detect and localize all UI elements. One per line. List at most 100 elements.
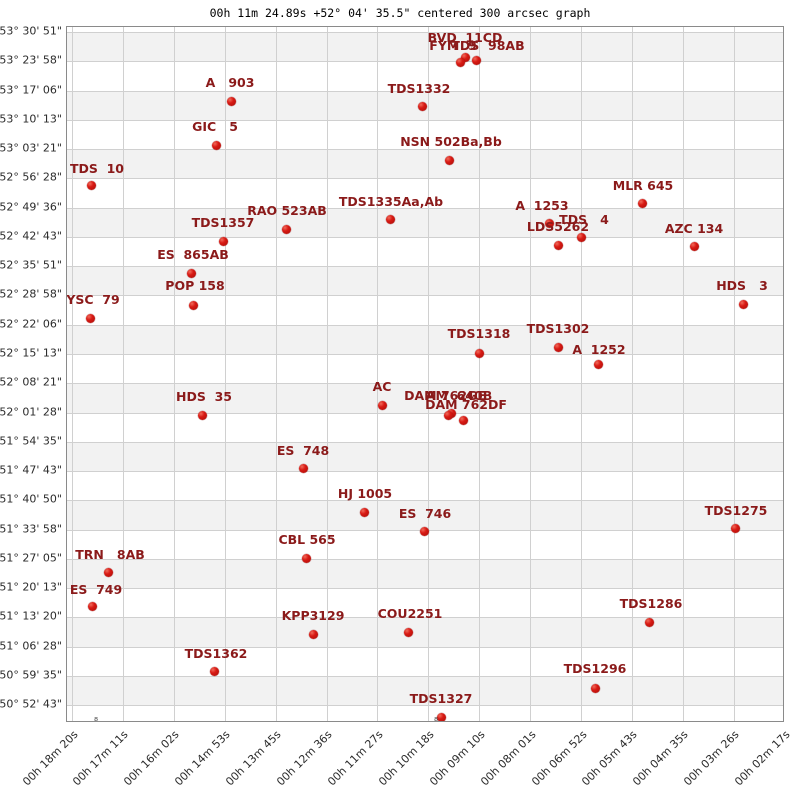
y-axis-tick-label: +50° 59' 35" [0, 668, 62, 682]
data-point[interactable] [197, 410, 207, 420]
shaded-band [67, 266, 783, 296]
shaded-band [67, 500, 783, 530]
data-point[interactable] [281, 224, 291, 234]
gridline-vertical [479, 27, 480, 721]
gridline-horizontal [67, 442, 783, 443]
gridline-horizontal [67, 705, 783, 706]
gridline-horizontal [67, 471, 783, 472]
y-axis-tick-label: +51° 06' 28" [0, 639, 62, 653]
gridline-horizontal [67, 647, 783, 648]
data-point[interactable] [211, 140, 221, 150]
data-point[interactable] [308, 629, 318, 639]
data-point[interactable] [403, 627, 413, 637]
gridline-vertical [632, 27, 633, 721]
data-point[interactable] [576, 232, 586, 242]
data-point[interactable] [87, 601, 97, 611]
y-axis-tick-label: +51° 47' 43" [0, 463, 62, 477]
data-point[interactable] [471, 55, 481, 65]
gridline-vertical [327, 27, 328, 721]
gridline-horizontal [67, 178, 783, 179]
gridline-horizontal [67, 413, 783, 414]
data-point[interactable] [474, 348, 484, 358]
data-point[interactable] [301, 553, 311, 563]
gridline-vertical [581, 27, 582, 721]
data-point-label: A 903 [205, 75, 255, 90]
data-point[interactable] [637, 198, 647, 208]
data-point[interactable] [298, 463, 308, 473]
data-point-label: HJ 1005 [337, 486, 393, 501]
data-point[interactable] [86, 180, 96, 190]
data-point[interactable] [209, 666, 219, 676]
gridline-vertical [683, 27, 684, 721]
data-point[interactable] [455, 57, 465, 67]
data-point[interactable] [590, 683, 600, 693]
data-point[interactable] [738, 299, 748, 309]
data-point-label: ES 865AB [157, 247, 229, 262]
gridline-vertical [276, 27, 277, 721]
y-axis-tick-label: +51° 40' 50" [0, 492, 62, 506]
gridline-vertical [225, 27, 226, 721]
data-point[interactable] [359, 507, 369, 517]
data-point[interactable] [553, 342, 563, 352]
page-title: 00h 11m 24.89s +52° 04' 35.5" centered 3… [209, 6, 591, 20]
data-point[interactable] [553, 240, 563, 250]
shaded-band [67, 149, 783, 179]
gridline-horizontal [67, 500, 783, 501]
data-point[interactable] [385, 214, 395, 224]
data-point[interactable] [186, 268, 196, 278]
y-axis-tick-label: +53° 23' 58" [0, 53, 62, 67]
gridline-horizontal [67, 295, 783, 296]
data-point[interactable] [85, 313, 95, 323]
gridline-horizontal [67, 676, 783, 677]
y-axis-tick-label: +52° 22' 06" [0, 317, 62, 331]
gridline-horizontal [67, 588, 783, 589]
data-point[interactable] [444, 155, 454, 165]
y-axis-tick-label: +53° 10' 13" [0, 112, 62, 126]
data-point[interactable] [103, 567, 113, 577]
data-point[interactable] [417, 101, 427, 111]
gridline-vertical [123, 27, 124, 721]
shaded-band [67, 675, 783, 706]
data-point[interactable] [458, 415, 468, 425]
gridline-horizontal [67, 149, 783, 150]
gridline-horizontal [67, 120, 783, 121]
data-point[interactable] [730, 523, 740, 533]
data-point[interactable] [689, 241, 699, 251]
shaded-band [67, 383, 783, 413]
gridline-horizontal [67, 383, 783, 384]
axis-marker-glyph: ₈ [94, 713, 99, 724]
data-point-label: GIC 5 [192, 119, 238, 134]
data-point[interactable] [644, 617, 654, 627]
gridline-horizontal [67, 91, 783, 92]
gridline-vertical [428, 27, 429, 721]
y-axis-tick-label: +53° 03' 21" [0, 141, 62, 155]
shaded-band [67, 207, 783, 237]
data-point[interactable] [226, 96, 236, 106]
gridline-horizontal [67, 325, 783, 326]
plot-area[interactable]: BVD 11CD FYM 9 TDS 98AB TDS1332 A 903 GIC 5 NS… [66, 26, 784, 722]
gridline-horizontal [67, 354, 783, 355]
data-point[interactable] [443, 410, 453, 420]
gridline-horizontal [67, 237, 783, 238]
data-point-label: MLR 645 [612, 178, 674, 193]
y-axis-tick-label: +52° 35' 51" [0, 258, 62, 272]
data-point[interactable] [188, 300, 198, 310]
gridline-horizontal [67, 617, 783, 618]
data-point[interactable] [377, 400, 387, 410]
data-point[interactable] [544, 218, 554, 228]
shaded-band [67, 617, 783, 647]
gridline-horizontal [67, 559, 783, 560]
data-point[interactable] [593, 359, 603, 369]
data-point[interactable] [436, 712, 446, 721]
data-point[interactable] [460, 52, 470, 62]
axis-marker-glyph-2: ₈ [434, 713, 439, 724]
gridline-vertical [72, 27, 73, 721]
data-point[interactable] [419, 526, 429, 536]
shaded-band [67, 32, 783, 62]
gridline-vertical [734, 27, 735, 721]
y-axis-tick-label: +51° 54' 35" [0, 434, 62, 448]
data-point[interactable] [218, 236, 228, 246]
gridline-horizontal [67, 266, 783, 267]
gridline-vertical [530, 27, 531, 721]
